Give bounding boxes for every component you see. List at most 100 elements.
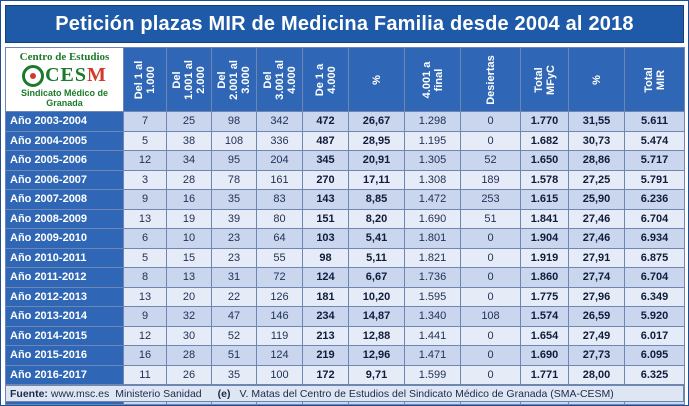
table-cell: 6.017 — [624, 325, 685, 346]
row-year-label: Año 2013-2014 — [5, 306, 124, 327]
table-cell: 78 — [211, 169, 257, 190]
table-cell: 31 — [211, 267, 257, 288]
table-cell: 8,20 — [348, 208, 405, 229]
column-header: Del 3.001 al 4.000 — [256, 47, 303, 112]
table-cell: 1.595 — [404, 286, 461, 307]
table-cell: 14,87 — [348, 306, 405, 327]
table-row: Año 2013-2014 9 32 47 146 234 14,87 1.340 108 1.5… — [5, 306, 685, 327]
table-cell: 8,85 — [348, 189, 405, 210]
table-cell: 0 — [460, 247, 521, 268]
row-year-label: Año 2005-2006 — [5, 150, 124, 171]
table-cell: 34 — [166, 150, 212, 171]
table-row: Año 2011-2012 8 13 31 72 124 6,67 1.736 0 1.860 27… — [5, 267, 685, 288]
table-cell: 13 — [166, 267, 212, 288]
table-cell: 19 — [166, 208, 212, 229]
table-cell: 1.599 — [404, 364, 461, 385]
table-cell: 27,73 — [568, 345, 625, 366]
table-cell: 1.308 — [404, 169, 461, 190]
table-row: Año 2012-2013 13 20 22 126 181 10,20 1.595 0 1.77… — [5, 286, 685, 307]
table-cell: 10 — [166, 228, 212, 249]
table-cell: 27,46 — [568, 208, 625, 229]
table-cell: 143 — [302, 189, 349, 210]
column-header: De 1 a 4.000 — [302, 47, 349, 112]
column-header-label: De 1 a 4.000 — [313, 63, 338, 96]
table-cell: 472 — [302, 111, 349, 132]
logo-bottom-text: Sindicato Médico de Granada — [20, 88, 108, 108]
table-cell: 345 — [302, 150, 349, 171]
footer-author: V. Matas del Centro de Estudios del Sind… — [239, 387, 614, 400]
table-cell: 5.791 — [624, 169, 685, 190]
table-cell: 28 — [166, 345, 212, 366]
table-cell: 26,59 — [568, 306, 625, 327]
column-header-label: % — [370, 74, 383, 85]
column-header-label: Total MFyC — [532, 64, 557, 95]
logo-brand-accent: M — [87, 64, 107, 86]
table-cell: 181 — [302, 286, 349, 307]
table-cell: 31,55 — [568, 111, 625, 132]
table-cell: 72 — [256, 267, 303, 288]
table-cell: 1.919 — [520, 247, 569, 268]
row-year-label: Año 2014-2015 — [5, 325, 124, 346]
column-header: 4.001 a final — [404, 47, 461, 112]
table-cell: 1.340 — [404, 306, 461, 327]
table-cell: 27,46 — [568, 228, 625, 249]
table-cell: 52 — [211, 325, 257, 346]
table-cell: 9,71 — [348, 364, 405, 385]
table-cell: 1.305 — [404, 150, 461, 171]
table-cell: 7 — [123, 111, 167, 132]
footer: Fuente: www.msc.es Ministerio Sanidad (e… — [5, 385, 684, 402]
table-cell: 12,96 — [348, 345, 405, 366]
table-cell: 26 — [166, 364, 212, 385]
table-cell: 1.904 — [520, 228, 569, 249]
table-cell: 5.920 — [624, 306, 685, 327]
table-cell: 12 — [123, 325, 167, 346]
table-cell: 6 — [123, 228, 167, 249]
table-cell: 0 — [460, 228, 521, 249]
column-header: Del 1.001 al 2.000 — [166, 47, 212, 112]
table-cell: 6,67 — [348, 267, 405, 288]
table-cell: 95 — [211, 150, 257, 171]
table-cell: 27,49 — [568, 325, 625, 346]
table-cell: 13 — [123, 286, 167, 307]
table-row: Año 2006-2007 3 28 78 161 270 17,11 1.308 189 1.5… — [5, 169, 685, 190]
table-cell: 28 — [166, 169, 212, 190]
table-cell: 1.654 — [520, 325, 569, 346]
row-year-label: Año 2012-2013 — [5, 286, 124, 307]
table-row: Año 2015-2016 16 28 51 124 219 12,96 1.471 0 1.69… — [5, 345, 685, 366]
table-cell: 270 — [302, 169, 349, 190]
table-cell: 52 — [460, 150, 521, 171]
column-header-label: Del 1 al 1.000 — [133, 60, 157, 99]
table-cell: 6.875 — [624, 247, 685, 268]
table-cell: 5.611 — [624, 111, 685, 132]
mir-table: Centro de Estudios CESM Sindicato Médico… — [5, 47, 685, 405]
table-cell: 234 — [302, 306, 349, 327]
table-cell: 1.690 — [520, 345, 569, 366]
column-header-label: 4.001 a final — [420, 61, 445, 98]
table-cell: 5,41 — [348, 228, 405, 249]
table-cell: 17,11 — [348, 169, 405, 190]
table-cell: 32 — [166, 306, 212, 327]
table-cell: 25,90 — [568, 189, 625, 210]
table-cell: 5 — [123, 130, 167, 151]
table-cell: 83 — [256, 189, 303, 210]
table-cell: 6.704 — [624, 208, 685, 229]
table-cell: 151 — [302, 208, 349, 229]
table-cell: 5,11 — [348, 247, 405, 268]
row-year-label: Año 2010-2011 — [5, 247, 124, 268]
table-row: Año 2004-2005 5 38 108 336 487 28,95 1.195 0 1.68… — [5, 130, 685, 151]
column-header: Del 1 al 1.000 — [123, 47, 167, 112]
table-cell: 119 — [256, 325, 303, 346]
table-cell: 16 — [123, 345, 167, 366]
table-cell: 23 — [211, 228, 257, 249]
table-cell: 1.441 — [404, 325, 461, 346]
table-cell: 64 — [256, 228, 303, 249]
table-cell: 13 — [123, 208, 167, 229]
logo-brand-main: CES — [45, 64, 87, 86]
table-cell: 0 — [460, 286, 521, 307]
table-cell: 108 — [211, 130, 257, 151]
table-cell: 1.736 — [404, 267, 461, 288]
table-cell: 6.704 — [624, 267, 685, 288]
title-bar: Petición plazas MIR de Medicina Familia … — [5, 5, 684, 43]
table-cell: 27,96 — [568, 286, 625, 307]
table-cell: 28,86 — [568, 150, 625, 171]
